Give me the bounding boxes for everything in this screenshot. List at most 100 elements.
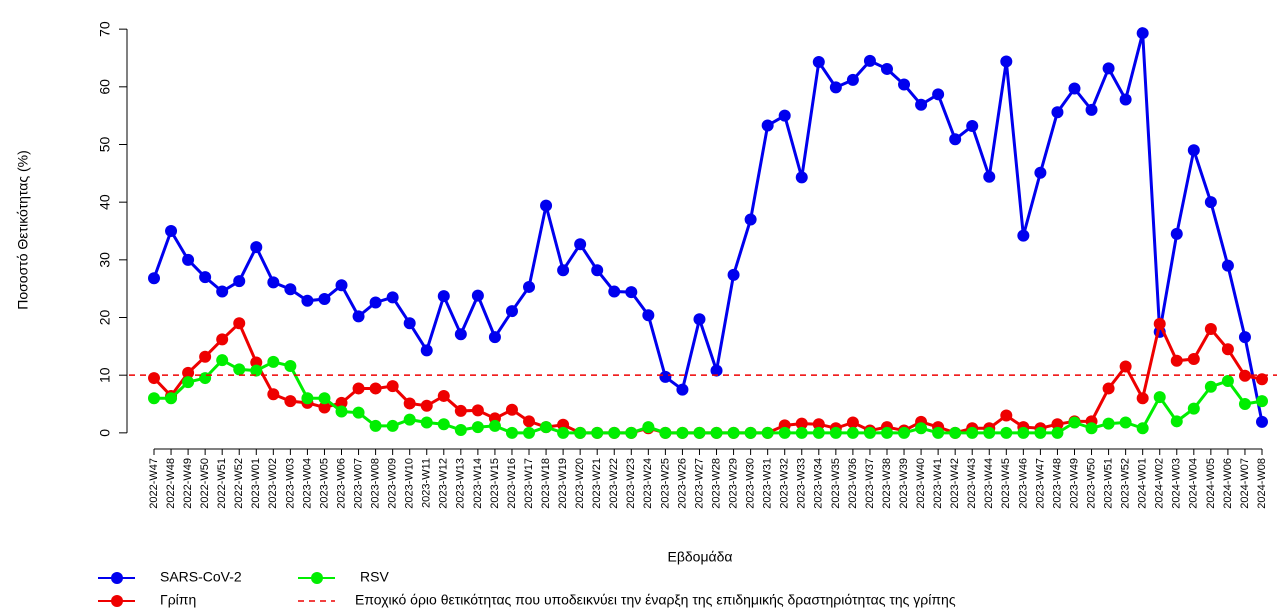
- y-tick-label: 60: [97, 79, 113, 95]
- data-point: [523, 426, 536, 439]
- data-point: [216, 333, 229, 346]
- data-point: [318, 392, 331, 405]
- x-tick-label: 2023-W40: [915, 458, 927, 509]
- x-tick-label: 2023-W01: [250, 458, 262, 509]
- data-point: [1051, 418, 1064, 431]
- data-point: [1119, 416, 1132, 429]
- data-point: [1187, 144, 1200, 157]
- x-tick-label: 2023-W14: [472, 458, 484, 509]
- data-point: [659, 426, 672, 439]
- x-tick-label: 2022-W49: [182, 458, 194, 509]
- data-point: [1204, 380, 1217, 393]
- data-point: [693, 313, 706, 326]
- x-tick-label: 2023-W20: [574, 458, 586, 509]
- data-point: [505, 305, 518, 318]
- data-point: [335, 396, 348, 409]
- x-tick-label: 2023-W34: [813, 458, 825, 509]
- x-tick-label: 2023-W49: [1068, 458, 1080, 509]
- data-point: [318, 293, 331, 306]
- x-tick-label: 2023-W18: [540, 458, 552, 509]
- data-point: [1068, 416, 1081, 429]
- data-point: [932, 88, 945, 101]
- data-point: [1256, 395, 1268, 408]
- data-point: [744, 426, 757, 439]
- x-tick-label: 2023-W50: [1085, 458, 1097, 509]
- data-point: [983, 426, 996, 439]
- data-point: [778, 426, 791, 439]
- x-tick-label: 2023-W27: [693, 458, 705, 509]
- data-point: [1153, 317, 1166, 330]
- data-point: [165, 225, 178, 237]
- data-point: [335, 279, 348, 292]
- data-point: [369, 382, 382, 395]
- data-point: [182, 376, 195, 389]
- data-point: [437, 389, 450, 402]
- data-point: [949, 426, 962, 439]
- data-point: [523, 280, 536, 293]
- x-tick-label: 2024-W07: [1239, 458, 1251, 509]
- x-tick-label: 2023-W22: [608, 458, 620, 509]
- x-tick-label: 2024-W08: [1256, 458, 1268, 509]
- data-point: [625, 286, 638, 299]
- x-tick-label: 2023-W29: [727, 458, 739, 509]
- x-tick-label: 2024-W03: [1171, 458, 1183, 509]
- y-tick-label: 10: [97, 367, 113, 383]
- data-point: [182, 253, 195, 266]
- legend-label: Εποχικό όριο θετικότητας που υποδεικνύει…: [355, 592, 956, 608]
- data-point: [1170, 354, 1183, 367]
- x-tick-label: 2023-W02: [267, 458, 279, 509]
- data-point: [880, 426, 893, 439]
- legend-marker: [111, 595, 123, 607]
- data-point: [966, 120, 979, 133]
- data-point: [846, 73, 859, 86]
- data-point: [1034, 426, 1047, 439]
- data-point: [812, 426, 825, 439]
- x-tick-label: 2022-W48: [165, 458, 177, 509]
- data-point: [437, 418, 450, 431]
- x-axis-label: Εβδομάδα: [667, 549, 732, 565]
- data-point: [454, 423, 467, 436]
- data-point: [505, 403, 518, 416]
- x-tick-label: 2023-W04: [301, 458, 313, 509]
- x-tick-label: 2023-W23: [625, 458, 637, 509]
- data-point: [216, 354, 229, 367]
- data-point: [1000, 426, 1013, 439]
- data-point: [1170, 415, 1183, 428]
- x-tick-label: 2023-W43: [966, 458, 978, 509]
- data-point: [642, 421, 655, 434]
- data-point: [386, 291, 399, 304]
- data-point: [1256, 373, 1268, 386]
- x-tick-label: 2023-W21: [591, 458, 603, 509]
- data-point: [863, 426, 876, 439]
- data-point: [608, 285, 621, 298]
- data-point: [795, 426, 808, 439]
- y-tick-label: 40: [97, 194, 113, 210]
- x-tick-label: 2023-W33: [796, 458, 808, 509]
- data-point: [233, 363, 246, 376]
- x-tick-label: 2023-W38: [881, 458, 893, 509]
- data-point: [1136, 422, 1149, 435]
- x-tick-label: 2023-W07: [352, 458, 364, 509]
- data-point: [727, 426, 740, 439]
- y-tick-label: 70: [97, 21, 113, 37]
- legend-label: SARS-CoV-2: [160, 569, 242, 585]
- x-tick-label: 2023-W37: [864, 458, 876, 509]
- data-point: [369, 296, 382, 309]
- data-point: [846, 416, 859, 429]
- x-tick-label: 2023-W48: [1051, 458, 1063, 509]
- data-point: [284, 395, 297, 408]
- x-tick-label: 2023-W39: [898, 458, 910, 509]
- x-tick-label: 2023-W15: [489, 458, 501, 509]
- data-point: [1034, 166, 1047, 179]
- data-point: [488, 331, 501, 344]
- data-point: [454, 328, 467, 341]
- data-point: [880, 62, 893, 75]
- data-point: [642, 309, 655, 322]
- data-point: [1136, 392, 1149, 405]
- data-point: [1102, 417, 1115, 430]
- data-point: [386, 419, 399, 432]
- y-tick-label: 50: [97, 136, 113, 152]
- data-point: [403, 317, 416, 330]
- data-point: [352, 382, 365, 395]
